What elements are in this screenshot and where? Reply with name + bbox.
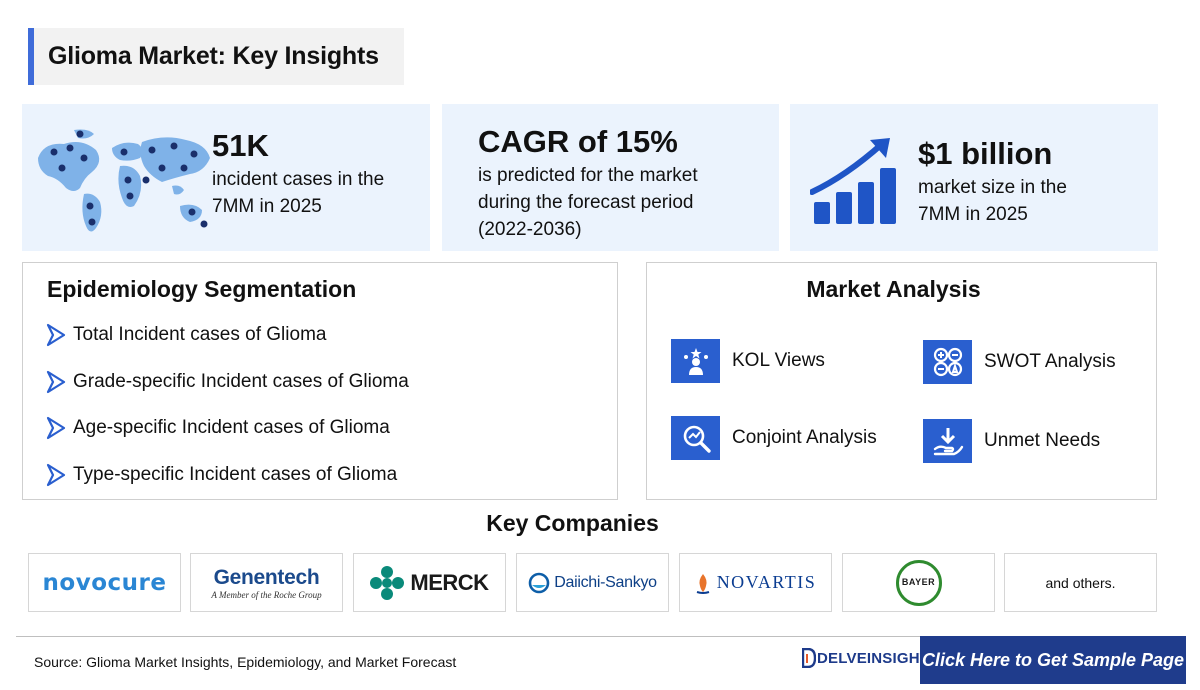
- key-companies-title: Key Companies: [486, 510, 659, 536]
- epidemiology-panel: Epidemiology Segmentation Total Incident…: [22, 262, 618, 500]
- user-star-icon: [671, 339, 720, 383]
- market-analysis-panel: Market Analysis KOL Views SWOT Analysis …: [646, 262, 1157, 500]
- logo-novartis: NOVARTIS: [679, 553, 832, 612]
- list-item: Grade-specific Incident cases of Glioma: [45, 370, 409, 394]
- growth-chart-icon: [810, 138, 896, 224]
- stat-label-line: incident cases in the: [212, 169, 385, 190]
- stat-label-line: 7MM in 2025: [212, 196, 322, 217]
- merck-wordmark: MERCK: [410, 569, 489, 595]
- others-label: and others.: [1045, 574, 1116, 591]
- stat-value: CAGR of 15%: [478, 124, 678, 159]
- list-item: Age-specific Incident cases of Glioma: [45, 416, 390, 440]
- bayer-wordmark: BAYER: [901, 576, 936, 587]
- arrow-right-icon: [46, 463, 66, 487]
- logo-bayer: BAYER: [842, 553, 995, 612]
- stat-label-line: during the forecast period: [478, 192, 694, 213]
- magnifier-chart-icon: [671, 416, 720, 460]
- stat-card-incident-cases: 51K incident cases in the 7MM in 2025: [22, 104, 430, 251]
- market-analysis-item-kol: KOL Views: [671, 339, 825, 383]
- stat-label-line: (2022-2036): [478, 219, 582, 240]
- world-map-icon: [38, 129, 210, 232]
- title-box: Glioma Market: Key Insights: [28, 28, 404, 85]
- market-analysis-label: KOL Views: [732, 350, 825, 371]
- novocure-wordmark: novocure: [42, 569, 167, 596]
- sample-page-button[interactable]: Click Here to Get Sample Page: [920, 636, 1186, 684]
- market-analysis-label: Conjoint Analysis: [732, 427, 877, 448]
- daiichi-wordmark: Daiichi-Sankyo: [554, 573, 657, 591]
- stat-label-line: is predicted for the market: [478, 165, 698, 186]
- genentech-subtitle: A Member of the Roche Group: [211, 589, 322, 600]
- market-analysis-label: Unmet Needs: [984, 430, 1101, 451]
- bayer-cross-logo: BAYER: [895, 559, 942, 606]
- stat-card-cagr: CAGR of 15% is predicted for the market …: [442, 104, 779, 251]
- stat-label-line: 7MM in 2025: [918, 204, 1028, 225]
- stat-label-line: market size in the: [918, 177, 1067, 198]
- logo-genentech: Genentech A Member of the Roche Group: [190, 553, 343, 612]
- daiichi-mark-icon: [528, 572, 550, 593]
- arrow-right-icon: [46, 370, 66, 394]
- list-item-label: Total Incident cases of Glioma: [73, 324, 327, 345]
- market-analysis-item-conjoint: Conjoint Analysis: [671, 416, 877, 460]
- merck-mark-icon: [370, 565, 405, 600]
- stat-value: 51K: [212, 128, 269, 163]
- source-text: Source: Glioma Market Insights, Epidemio…: [34, 654, 457, 670]
- page-title: Glioma Market: Key Insights: [48, 42, 379, 70]
- novartis-flame-icon: [696, 573, 710, 594]
- delveinsight-wordmark: DELVEINSIGHT: [817, 649, 930, 667]
- logo-daiichi-sankyo: Daiichi-Sankyo: [516, 553, 669, 612]
- list-item-label: Age-specific Incident cases of Glioma: [73, 417, 390, 438]
- logo-novocure: novocure: [28, 553, 181, 612]
- market-analysis-item-unmet: Unmet Needs: [923, 419, 1100, 463]
- delveinsight-mark-icon: [802, 648, 816, 668]
- epidemiology-title: Epidemiology Segmentation: [47, 276, 357, 302]
- novartis-wordmark: NOVARTIS: [716, 572, 817, 592]
- logo-others: and others.: [1004, 553, 1157, 612]
- market-analysis-item-swot: SWOT Analysis: [923, 340, 1116, 384]
- market-analysis-label: SWOT Analysis: [984, 351, 1116, 372]
- genentech-wordmark: Genentech: [213, 565, 320, 589]
- list-item: Type-specific Incident cases of Glioma: [45, 463, 397, 487]
- hand-download-icon: [923, 419, 972, 463]
- arrow-right-icon: [46, 416, 66, 440]
- market-analysis-title: Market Analysis: [806, 276, 981, 302]
- stat-card-market-size: $1 billion market size in the 7MM in 202…: [790, 104, 1158, 251]
- list-item-label: Type-specific Incident cases of Glioma: [73, 464, 398, 485]
- footer-divider: [16, 636, 1186, 637]
- arrow-right-icon: [46, 323, 66, 347]
- list-item-label: Grade-specific Incident cases of Glioma: [73, 371, 409, 392]
- logo-merck: MERCK: [353, 553, 506, 612]
- delveinsight-logo: DELVEINSIGHT: [802, 645, 929, 671]
- swot-grid-icon: [923, 340, 972, 384]
- stat-value: $1 billion: [918, 136, 1053, 171]
- list-item: Total Incident cases of Glioma: [45, 323, 326, 347]
